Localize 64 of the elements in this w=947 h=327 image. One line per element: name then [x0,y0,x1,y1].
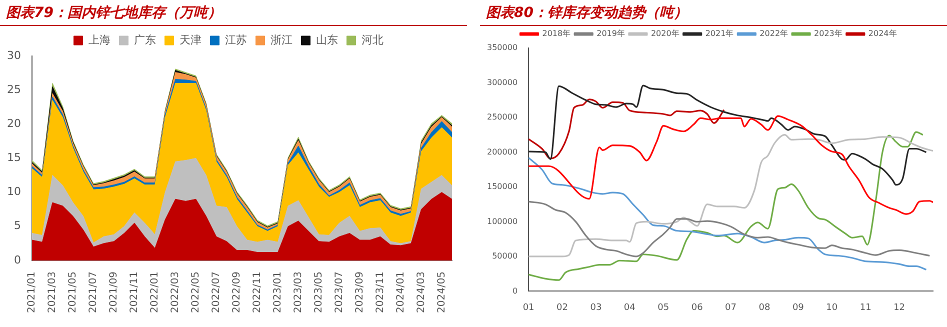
legend-label: 2018年 [542,29,571,38]
y-tick-label: 50000 [492,252,518,261]
y-tick-label: 300000 [486,78,518,87]
x-tick-label: 2022/03 [170,271,182,314]
y-tick-label: 15 [6,151,21,164]
x-tick-label: 07 [725,302,736,313]
y-tick-label: 150000 [486,182,518,192]
y-tick-label: 250000 [486,112,518,122]
y-tick-label: 5 [14,219,21,232]
y-tick-label: 25 [6,82,21,96]
legend-label: 天津 [179,33,202,46]
legend-label: 浙江 [270,33,292,46]
y-tick-label: 0 [14,253,21,266]
x-tick-label: 2021/07 [88,271,100,314]
chart-title: 图表79：国内锌七地库存（万吨） [0,0,467,26]
x-tick-label: 2022/09 [231,271,242,314]
x-tick-label: 04 [624,302,636,313]
y-tick-label: 200000 [486,147,518,156]
legend-label: 江苏 [224,33,247,46]
x-tick-label: 2022/01 [150,271,161,314]
x-tick-label: 2021/01 [26,271,38,314]
x-tick-label: 05 [658,302,670,313]
y-tick-label: 20 [6,117,21,130]
x-tick-label: 2023/07 [334,271,345,314]
x-tick-label: 02 [556,302,568,313]
legend-label: 河北 [361,33,384,46]
x-tick-label: 2022/07 [210,271,222,314]
legend-label: 2020年 [650,29,680,38]
x-tick-label: 2024/05 [436,271,448,314]
legend-label: 山东 [316,33,338,46]
x-tick-label: 2023/09 [354,271,366,314]
y-tick-label: 350000 [486,43,518,52]
x-tick-label: 2021/05 [68,271,79,314]
x-tick-label: 2023/01 [272,271,284,314]
x-tick-label: 2023/11 [374,271,386,314]
x-tick-label: 2022/05 [190,271,202,314]
x-tick-label: 12 [894,302,906,313]
x-tick-label: 10 [826,302,838,313]
legend-label: 2019年 [596,29,625,38]
x-tick-label: 2023/03 [292,271,304,314]
x-tick-label: 2024/01 [395,271,406,314]
legend-label: 2024年 [868,29,897,38]
legend-label: 广东 [134,33,156,46]
legend-label: 2023年 [814,29,842,38]
y-tick-label: 100000 [486,216,518,226]
x-tick-label: 11 [860,302,872,313]
x-tick-label: 06 [691,302,704,313]
legend-label: 上海 [88,33,110,46]
x-tick-label: 09 [792,302,804,313]
x-tick-label: 2023/05 [313,271,324,314]
y-tick-label: 10 [6,185,21,198]
x-tick-label: 2022/11 [252,271,263,314]
x-tick-label: 2021/03 [47,271,58,314]
x-tick-label: 01 [522,302,534,313]
chart-title: 图表80：锌库存变动趋势（吨） [480,0,947,26]
y-tick-label: 30 [6,48,21,62]
x-tick-label: 03 [590,302,602,313]
legend-label: 2021年 [705,29,734,38]
x-tick-label: 2021/11 [129,271,140,314]
y-tick-label: 0 [512,286,518,296]
x-tick-label: 2024/03 [416,271,427,314]
x-tick-label: 2021/09 [108,271,120,314]
x-tick-label: 08 [758,302,770,313]
legend-label: 2022年 [760,29,788,38]
